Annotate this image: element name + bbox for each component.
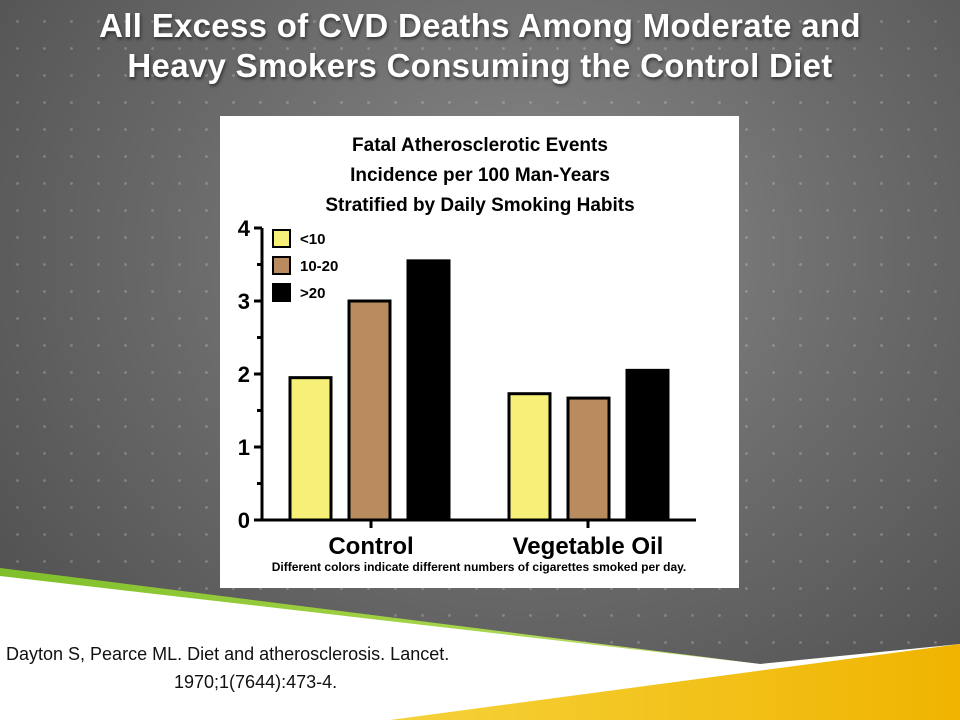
- y-tick-label-3: 3: [238, 289, 250, 314]
- chart-title-line-3: Stratified by Daily Smoking Habits: [325, 195, 634, 216]
- chart-title-line-1: Fatal Atherosclerotic Events: [352, 135, 608, 156]
- bar-chart: Fatal Atherosclerotic Events Incidence p…: [238, 135, 696, 574]
- decorative-bottom-bands: [0, 568, 960, 720]
- bar-control-lt10: [288, 376, 333, 522]
- legend-swatch-10-20: [272, 256, 291, 275]
- yellow-band: [390, 644, 960, 720]
- chart-title: Fatal Atherosclerotic Events Incidence p…: [325, 135, 634, 216]
- legend-swatch-lt10: [272, 229, 291, 248]
- citation-line-1: Dayton S, Pearce ML. Diet and atheroscle…: [6, 644, 450, 664]
- legend-label-10-20: 10-20: [300, 258, 338, 275]
- chart-title-line-2: Incidence per 100 Man-Years: [350, 165, 610, 186]
- y-tick-label-2: 2: [238, 362, 250, 387]
- bar-control-gt20: [406, 259, 451, 522]
- legend-swatch-gt20: [272, 283, 291, 302]
- y-tick-label-1: 1: [238, 435, 250, 460]
- y-tick-label-4: 4: [238, 216, 251, 241]
- bar-vegetable-oil-gt20: [625, 368, 670, 522]
- slide-title-line-2: Heavy Smokers Consuming the Control Diet: [127, 47, 833, 84]
- bar-vegetable-oil-lt10: [507, 392, 552, 522]
- slide-title: All Excess of CVD Deaths Among Moderate …: [0, 6, 960, 86]
- legend-label-gt20: >20: [300, 285, 325, 302]
- legend: <10 10-20 >20: [272, 229, 338, 302]
- slide-title-line-1: All Excess of CVD Deaths Among Moderate …: [99, 7, 861, 44]
- chart-caption: Different colors indicate different numb…: [272, 560, 687, 574]
- citation-line-2: 1970;1(7644):473-4.: [174, 672, 338, 692]
- chart-panel: Fatal Atherosclerotic Events Incidence p…: [220, 116, 739, 588]
- legend-label-lt10: <10: [300, 231, 325, 248]
- category-label-vegetable-oil: Vegetable Oil: [513, 533, 664, 560]
- axes-group: 0 1 2 3 4: [238, 216, 696, 533]
- citation: Dayton S, Pearce ML. Diet and atheroscle…: [6, 640, 566, 696]
- y-tick-label-0: 0: [238, 508, 250, 533]
- bar-vegetable-oil-10-20: [566, 396, 611, 522]
- category-label-control: Control: [328, 533, 413, 560]
- bar-control-10-20: [347, 299, 392, 522]
- bars-group: [288, 259, 670, 522]
